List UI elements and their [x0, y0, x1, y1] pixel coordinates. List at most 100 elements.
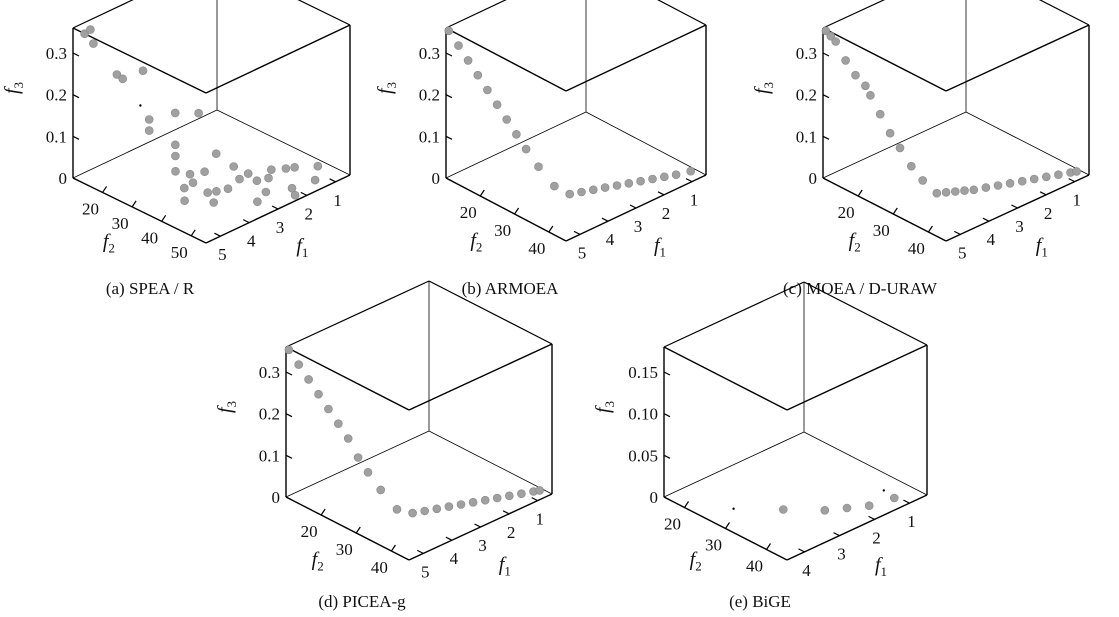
data-point [577, 187, 586, 197]
data-point [885, 128, 895, 138]
data-point [480, 495, 490, 505]
panel-caption: (c) MOEA / D-URAW [783, 279, 938, 298]
f3-tick [822, 94, 830, 99]
small-data-point [882, 489, 885, 492]
f2-axis-label: f2 [690, 548, 702, 573]
data-point [290, 163, 299, 172]
data-point [993, 181, 1003, 190]
box-top-right-edge [205, 24, 351, 94]
box-top-front-edge [822, 27, 947, 92]
f2-axis-label: f2 [470, 229, 482, 254]
f3-tick [822, 177, 830, 182]
f2-tick [548, 225, 554, 233]
f1-tick-label: 2 [507, 523, 516, 542]
data-point [444, 26, 454, 36]
f3-tick [663, 413, 671, 418]
f2-tick [927, 225, 933, 233]
box-top-front-edge [285, 346, 410, 411]
f1-tick-label: 1 [907, 512, 916, 531]
data-point [112, 70, 122, 79]
f2-axis-line [822, 177, 947, 242]
f1-tick-label: 4 [247, 232, 256, 251]
box-top-front-edge [663, 346, 788, 411]
f1-tick-label: 5 [421, 562, 430, 581]
data-point [353, 453, 363, 462]
data-point [841, 56, 850, 65]
box-top-right-edge [945, 24, 1090, 92]
box-floor-back-edge [428, 430, 553, 495]
f1-axis-label: f1 [654, 234, 666, 259]
f2-tick-label: 30 [336, 540, 353, 559]
data-point [180, 196, 189, 205]
f3-tick-label: 0.2 [46, 86, 67, 105]
box-floor-left-edge [445, 111, 587, 179]
box-top-back-edge [657, 0, 707, 26]
f1-tick-label: 5 [958, 243, 967, 262]
data-point [636, 176, 645, 186]
box-floor-left-edge [285, 430, 430, 498]
f2-tick-label: 30 [705, 536, 722, 555]
f1-tick [474, 523, 481, 528]
f3-axis-label: f3 [592, 401, 617, 413]
f1-tick [271, 205, 279, 210]
f3-tick-label: 0.3 [419, 44, 440, 63]
f3-tick-label: 0.05 [628, 446, 658, 465]
data-point [118, 74, 127, 84]
data-point [235, 174, 244, 184]
box-top-back-edge [428, 280, 553, 345]
data-point [324, 404, 333, 414]
data-point [229, 162, 238, 171]
data-point [281, 164, 291, 173]
f1-tick [798, 548, 805, 553]
f3-tick [285, 371, 293, 376]
f3-tick [663, 371, 671, 376]
box-top-front-edge [445, 27, 567, 92]
f1-tick [1068, 178, 1075, 183]
f2-tick [766, 543, 771, 550]
data-point [550, 181, 559, 191]
f1-tick-label: 5 [218, 245, 227, 264]
data-point [310, 175, 320, 185]
data-point [941, 188, 951, 197]
f3-tick [445, 52, 453, 57]
data-point [932, 188, 942, 198]
data-point [521, 144, 531, 154]
f1-tick [868, 515, 875, 520]
data-point [1054, 170, 1063, 179]
data-point [534, 162, 543, 171]
box-top-back-edge [803, 281, 928, 346]
data-point [89, 39, 98, 48]
f3-axis-label: f3 [1, 82, 26, 94]
f1-tick-label: 2 [662, 204, 671, 223]
small-data-point [139, 104, 142, 107]
box-floor-back-edge [803, 431, 928, 496]
box-top-left-edge [822, 0, 886, 29]
data-point [261, 187, 271, 197]
f1-tick [214, 232, 221, 237]
data-point [535, 486, 544, 495]
data-point [624, 179, 634, 188]
f3-tick [663, 454, 671, 459]
panel-caption: (a) SPEA / R [106, 279, 195, 298]
data-point [492, 493, 502, 503]
panel-1: 0 0.1 0.2 0.3 20 30 40 50 5 4 3 21 f3 f2 f1 (a) SPEA / … [1, 0, 351, 298]
f2-tick-label: 20 [82, 199, 99, 218]
box-top-back-edge [1038, 0, 1090, 26]
data-point [392, 504, 402, 514]
data-point [1017, 176, 1027, 186]
f3-axis-label: f3 [751, 82, 776, 94]
data-point [861, 81, 870, 91]
box-floor-back-edge [585, 111, 707, 176]
data-point [171, 167, 180, 176]
f2-tick-label: 40 [746, 557, 763, 576]
f3-axis-label: f3 [374, 82, 399, 94]
data-point [950, 187, 960, 196]
data-point [243, 169, 253, 178]
f1-tick [601, 217, 609, 222]
box-top-left-edge [285, 280, 430, 348]
f3-tick-label: 0.10 [628, 405, 658, 424]
f3-tick-label: 0 [272, 488, 281, 507]
f2-tick [684, 501, 689, 508]
f3-tick [445, 135, 453, 140]
data-point [454, 41, 463, 50]
